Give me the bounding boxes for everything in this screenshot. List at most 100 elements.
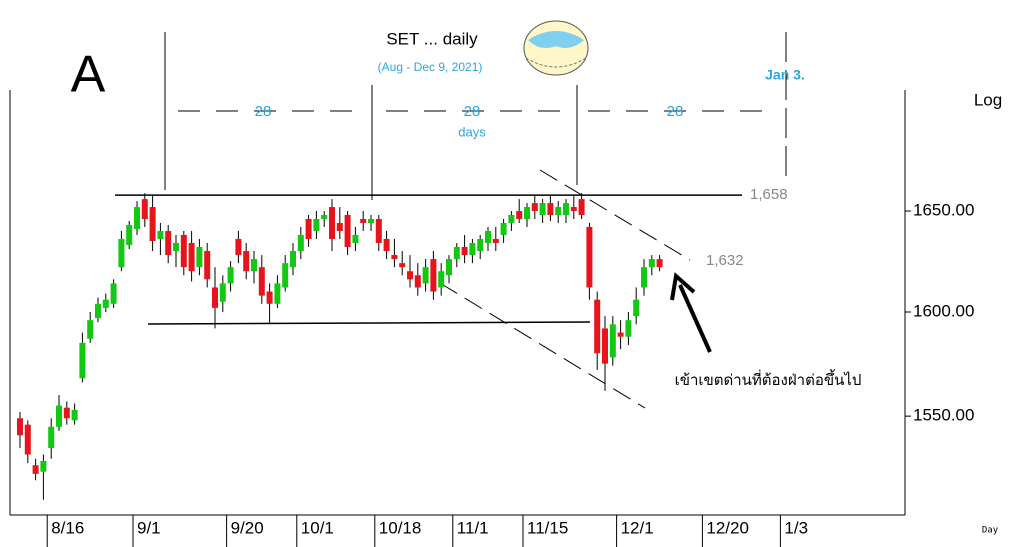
candle-body bbox=[438, 271, 445, 288]
candle-body bbox=[188, 242, 195, 272]
candle-body bbox=[219, 283, 226, 302]
candle-body bbox=[336, 222, 343, 231]
candle-body bbox=[477, 238, 484, 252]
candle-body bbox=[563, 203, 569, 216]
candle-body bbox=[407, 271, 413, 280]
candle-body bbox=[508, 215, 515, 223]
candle-body bbox=[633, 299, 640, 317]
candle-body bbox=[547, 203, 554, 216]
support-line bbox=[147, 321, 591, 325]
x-axis-label: Day bbox=[982, 526, 999, 536]
candle-body bbox=[375, 218, 382, 243]
candle-body bbox=[87, 320, 94, 339]
channel-line bbox=[439, 282, 646, 409]
crystal-ball-icon bbox=[523, 20, 589, 76]
candle-body bbox=[282, 263, 289, 288]
candle-body bbox=[290, 251, 296, 268]
candle-body bbox=[485, 230, 491, 243]
arrow bbox=[678, 284, 712, 353]
chart-subtitle: (Aug - Dec 9, 2021) bbox=[378, 60, 483, 74]
candle-body bbox=[48, 426, 55, 449]
candle-body bbox=[24, 424, 31, 455]
x-tick-label: 10/1 bbox=[301, 518, 334, 537]
candle-body bbox=[609, 324, 616, 358]
candle-body bbox=[500, 222, 507, 235]
candle-body bbox=[102, 299, 109, 308]
annotation: เข้าเขตด่านที่ต้องฝ่าต่อขึ้นไป bbox=[675, 369, 862, 389]
candle-body bbox=[641, 267, 647, 288]
candle-body bbox=[453, 247, 460, 260]
candle-body bbox=[555, 207, 562, 216]
candle-body bbox=[399, 263, 406, 268]
annotation: 28 bbox=[464, 103, 481, 120]
candle-body bbox=[313, 218, 320, 231]
candle-body bbox=[344, 215, 351, 248]
candle-body bbox=[212, 287, 218, 308]
candle-body bbox=[274, 283, 281, 304]
candle-body bbox=[266, 291, 273, 304]
x-tick-label: 9/20 bbox=[231, 518, 264, 537]
arrow-head bbox=[670, 272, 696, 301]
candle-body bbox=[594, 299, 601, 354]
annotation: days bbox=[458, 124, 486, 139]
candle-body bbox=[235, 238, 242, 256]
candle-body bbox=[539, 203, 546, 216]
candle-body bbox=[196, 247, 203, 268]
candle-body bbox=[570, 207, 577, 212]
candle-body bbox=[586, 226, 593, 288]
x-tick-label: 11/1 bbox=[457, 518, 489, 537]
candle-body bbox=[149, 207, 156, 241]
candle-body bbox=[40, 460, 47, 472]
candle-body bbox=[422, 267, 429, 284]
candle-body bbox=[602, 328, 608, 364]
candle-body bbox=[227, 267, 234, 284]
x-tick-label: 12/20 bbox=[706, 518, 749, 537]
candle-body bbox=[329, 207, 335, 239]
candle-body bbox=[118, 238, 125, 268]
candle-body bbox=[297, 234, 304, 252]
candle-body bbox=[446, 259, 452, 276]
candle-body bbox=[492, 238, 499, 243]
candle-body bbox=[258, 267, 265, 296]
candle-body bbox=[173, 242, 179, 252]
candle-body bbox=[414, 275, 421, 288]
candle-body bbox=[383, 238, 390, 252]
candle-body bbox=[625, 320, 632, 337]
candle-body bbox=[531, 203, 538, 212]
channel-line bbox=[539, 169, 691, 261]
candle-body bbox=[79, 342, 86, 379]
candle-body bbox=[469, 242, 476, 256]
candle-body bbox=[63, 407, 70, 419]
candle-body bbox=[141, 199, 148, 219]
candle-body bbox=[516, 211, 523, 219]
candle-body bbox=[305, 218, 312, 239]
y-axis-label: Log bbox=[974, 90, 1002, 109]
y-tick-label: 1600.00 bbox=[913, 301, 974, 320]
x-tick-label: 10/18 bbox=[379, 518, 422, 537]
candle-body bbox=[360, 218, 367, 223]
candle-body bbox=[391, 255, 398, 260]
candle-body bbox=[204, 251, 211, 280]
x-tick-label: 8/16 bbox=[51, 518, 84, 537]
candle-body bbox=[461, 247, 468, 256]
candle-body bbox=[321, 215, 328, 219]
candle-body bbox=[352, 234, 359, 243]
x-tick-label: 9/1 bbox=[137, 518, 161, 537]
candle-body bbox=[71, 409, 78, 421]
annotation: 28 bbox=[667, 103, 684, 120]
candle-body bbox=[180, 234, 187, 268]
candle-body bbox=[134, 207, 140, 229]
candle-body bbox=[368, 218, 374, 223]
candle-body bbox=[165, 230, 172, 256]
annotation: 28 bbox=[255, 103, 272, 120]
y-tick-label: 1650.00 bbox=[913, 201, 974, 220]
candle-body bbox=[110, 283, 117, 304]
annotation: A bbox=[71, 46, 106, 104]
candle-body bbox=[656, 259, 663, 268]
x-tick-label: 1/3 bbox=[784, 518, 808, 537]
candle-body bbox=[32, 465, 39, 474]
level-label: 1,658 bbox=[750, 186, 788, 203]
